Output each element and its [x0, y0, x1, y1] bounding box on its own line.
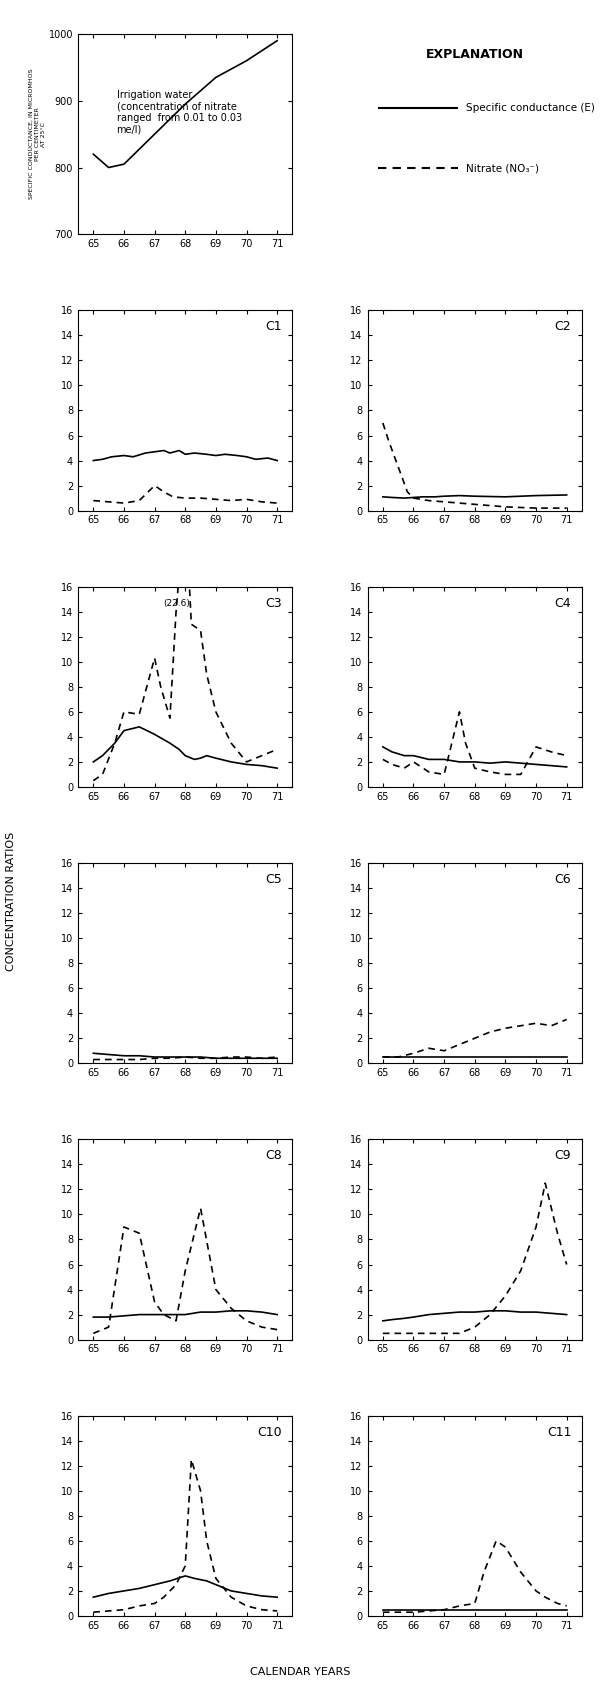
Y-axis label: SPECIFIC CONDUCTANCE, IN MICROMHOS
PER CENTIMETER
AT 25°C: SPECIFIC CONDUCTANCE, IN MICROMHOS PER C… [29, 70, 46, 199]
Text: Specific conductance (E): Specific conductance (E) [466, 104, 595, 112]
Text: Irrigation water
(concentration of nitrate
ranged  from 0.01 to 0.03
me/l): Irrigation water (concentration of nitra… [116, 90, 242, 134]
Text: EXPLANATION: EXPLANATION [426, 48, 524, 61]
Text: CALENDAR YEARS: CALENDAR YEARS [250, 1667, 350, 1677]
Text: C2: C2 [554, 320, 571, 333]
Text: C10: C10 [257, 1425, 282, 1439]
Text: C9: C9 [554, 1150, 571, 1162]
Text: C3: C3 [265, 597, 282, 609]
Text: C6: C6 [554, 873, 571, 886]
Text: C1: C1 [265, 320, 282, 333]
Text: C11: C11 [547, 1425, 571, 1439]
Text: Nitrate (NO₃⁻): Nitrate (NO₃⁻) [466, 163, 539, 174]
Text: C8: C8 [265, 1150, 282, 1162]
Text: (22.6): (22.6) [163, 599, 190, 607]
Text: C5: C5 [265, 873, 282, 886]
Text: C4: C4 [554, 597, 571, 609]
Text: CONCENTRATION RATIOS: CONCENTRATION RATIOS [6, 832, 16, 971]
